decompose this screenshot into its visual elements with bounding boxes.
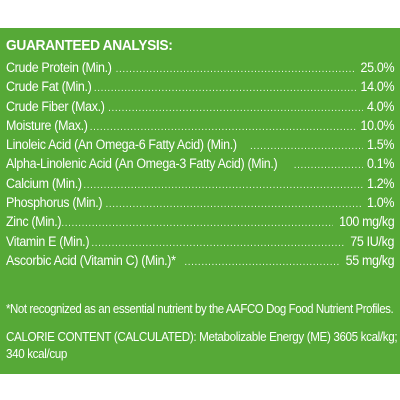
nutrient-name: Crude Fiber (Max.)	[6, 98, 105, 114]
dot-leader: ........................................…	[89, 122, 356, 133]
nutrient-value: 55 mg/kg	[345, 252, 394, 268]
nutrient-value: 1.0%	[366, 195, 394, 211]
analysis-row: Zinc (Min.) ............................…	[6, 214, 394, 233]
nutrient-value: 1.2%	[366, 175, 394, 191]
dot-leader: ........................................…	[108, 103, 363, 114]
nutrient-name: Phosphorus (Min.)	[6, 195, 103, 211]
nutrient-name: Linoleic Acid (An Omega-6 Fatty Acid) (M…	[6, 137, 237, 153]
nutrient-name: Vitamin E (Min.)	[6, 233, 90, 249]
analysis-heading: GUARANTEED ANALYSIS:	[6, 37, 173, 54]
nutrient-value: 0.1%	[366, 156, 394, 172]
nutrient-value: 4.0%	[366, 98, 394, 114]
dot-leader: ........................................…	[293, 161, 363, 172]
analysis-row: Crude Fiber (Max.) .....................…	[6, 99, 394, 118]
dot-leader: ........................................…	[93, 84, 356, 95]
dot-leader: ........................................…	[83, 180, 362, 191]
nutrient-value: 14.0%	[360, 79, 394, 95]
analysis-row: Crude Protein (Min.) ...................…	[6, 60, 394, 79]
dot-leader: ........................................…	[61, 219, 332, 230]
nutrient-name: Crude Protein (Min.)	[6, 60, 112, 75]
nutrient-value: 1.5%	[366, 137, 394, 153]
analysis-row: Ascorbic Acid (Vitamin C) (Min.)* ......…	[6, 253, 394, 272]
nutrient-name: Moisture (Max.)	[6, 117, 88, 133]
analysis-row: Linoleic Acid (An Omega-6 Fatty Acid) (M…	[6, 137, 394, 156]
dot-leader: ........................................…	[184, 257, 340, 268]
nutrient-value: 75 IU/kg	[350, 233, 394, 249]
footnote: *Not recognized as an essential nutrient…	[6, 302, 394, 316]
nutrient-value: 25.0%	[360, 60, 394, 75]
nutrient-value: 100 mg/kg	[338, 214, 395, 230]
calorie-content: CALORIE CONTENT (CALCULATED): Metaboliza…	[6, 328, 398, 362]
guaranteed-analysis-panel: GUARANTEED ANALYSIS: Crude Protein (Min.…	[0, 28, 400, 374]
nutrient-name: Alpha-Linolenic Acid (An Omega-3 Fatty A…	[6, 156, 278, 172]
analysis-row: Calcium (Min.) .........................…	[6, 176, 394, 195]
analysis-row: Phosphorus (Min.) ......................…	[6, 195, 394, 214]
nutrient-name: Zinc (Min.)	[6, 214, 62, 230]
nutrient-name: Crude Fat (Min.)	[6, 79, 92, 95]
analysis-row: Crude Fat (Min.) .......................…	[6, 79, 394, 98]
nutrient-name: Calcium (Min.)	[6, 175, 82, 191]
dot-leader: ........................................…	[91, 238, 345, 249]
dot-leader: ........................................…	[250, 142, 363, 153]
analysis-table: Crude Protein (Min.) ...................…	[6, 60, 394, 272]
calorie-line: CALORIE CONTENT (CALCULATED): Metaboliza…	[6, 329, 398, 344]
analysis-row: Vitamin E (Min.) .......................…	[6, 234, 394, 253]
nutrient-value: 10.0%	[360, 117, 394, 133]
dot-leader: ........................................…	[105, 200, 363, 211]
analysis-row: Alpha-Linolenic Acid (An Omega-3 Fatty A…	[6, 156, 394, 175]
calorie-line: 340 kcal/cup	[6, 346, 68, 361]
analysis-row: Moisture (Max.) ........................…	[6, 118, 394, 137]
nutrient-name: Ascorbic Acid (Vitamin C) (Min.)*	[6, 252, 176, 268]
dot-leader: ........................................…	[115, 65, 356, 75]
